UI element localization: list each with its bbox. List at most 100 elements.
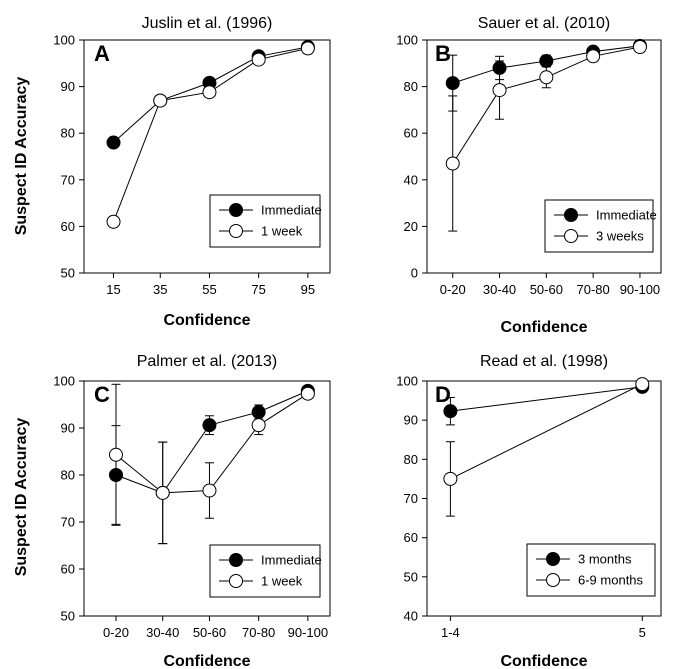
data-point [443,404,458,419]
data-point [443,471,458,486]
data-point [251,52,266,67]
panel-letter: D [435,382,451,407]
data-point [202,418,217,433]
data-point [635,377,650,392]
data-point [539,70,554,85]
x-tick-label: 55 [202,282,216,297]
chart-title: Palmer et al. (2013) [137,353,278,370]
panel-b: Sauer et al. (2010) B 0 20 40 60 80 100 0-20 30-4… [396,15,662,336]
panel-d: Read et al. (1998) D 40 50 60 70 80 90 100 1-4 5 Co… [396,353,662,669]
y-tick-label: 100 [53,33,75,48]
x-tick-label: 0-20 [103,625,129,640]
y-tick-label: 50 [61,266,75,281]
panel-letter: C [94,382,110,407]
y-tick-label: 80 [404,452,418,467]
series-line-2 [115,393,309,494]
y-tick-label: 80 [404,79,418,94]
y-tick-label: 60 [61,562,75,577]
legend-box [544,199,654,253]
x-tick-label: 15 [106,282,120,297]
y-tick-label: 100 [53,374,75,389]
y-tick-label: 80 [61,468,75,483]
legend-marker [564,229,578,243]
legend: Immediate 3 weeks [544,199,657,253]
x-tick-label: 70-80 [242,625,275,640]
x-tick-label: 5 [639,625,646,640]
data-point [492,83,507,98]
y-axis-label: Suspect ID Accuracy [13,418,30,577]
plot-frame [83,380,331,617]
legend-label: 1 week [261,574,303,589]
x-tick-label: 30-40 [146,625,179,640]
data-point [492,60,507,75]
y-tick-label: 60 [404,126,418,141]
data-point [108,468,123,482]
x-axis-label: Confidence [500,319,587,336]
plot-frame [426,39,662,274]
data-point [202,85,217,100]
x-tick-label: 95 [301,282,315,297]
legend: Immediate 1 week [209,544,322,598]
legend-label: 6-9 months [578,573,644,588]
y-tick-label: 80 [61,126,75,141]
panel-a: Juslin et al. (1996) A 50 60 70 80 90 100 15 35 55… [53,15,331,329]
y-tick-label: 70 [61,172,75,187]
data-point [106,214,121,229]
data-point [108,447,123,462]
y-tick-label: 20 [404,219,418,234]
legend-label: Immediate [261,553,322,568]
y-tick-label: 90 [404,413,418,428]
y-tick-label: 40 [404,172,418,187]
x-tick-label: 90-100 [288,625,328,640]
legend-label: Immediate [596,208,657,223]
y-tick-label: 100 [396,374,418,389]
y-tick-label: 0 [411,266,418,281]
x-tick-label: 50-60 [530,282,563,297]
legend-marker [546,552,560,566]
legend-marker [229,553,243,567]
legend-box [209,544,321,598]
y-tick-label: 60 [404,530,418,545]
x-tick-label: 90-100 [620,282,660,297]
data-point [202,483,217,498]
data-point [106,135,121,150]
legend: Immediate 1 week [209,194,322,248]
y-tick-label: 100 [396,33,418,48]
y-tick-label: 50 [61,609,75,624]
legend-label: 3 months [578,552,632,567]
legend-label: Immediate [261,203,322,218]
x-axis-label: Confidence [163,312,250,329]
legend-marker [564,208,578,222]
chart-title: Juslin et al. (1996) [142,15,273,32]
y-tick-label: 90 [61,79,75,94]
y-tick-label: 50 [404,569,418,584]
y-tick-label: 70 [61,515,75,530]
x-tick-label: 70-80 [577,282,610,297]
panel-letter: B [435,41,451,66]
x-tick-label: 30-40 [483,282,516,297]
legend-marker [229,203,243,217]
panel-letter: A [94,41,110,66]
y-axis-label: Suspect ID Accuracy [13,77,30,236]
legend-label: 3 weeks [596,229,644,244]
chart-title: Read et al. (1998) [480,353,608,370]
x-tick-label: 75 [251,282,265,297]
data-point [539,53,554,68]
chart-title: Sauer et al. (2010) [478,15,611,32]
series-line-1 [115,390,309,494]
series-line-1 [450,386,643,412]
data-point [445,156,460,171]
y-tick-label: 90 [61,421,75,436]
y-tick-label: 70 [404,491,418,506]
data-point [586,49,601,64]
data-point [251,418,266,433]
x-axis-label: Confidence [163,653,250,669]
legend-box [526,543,656,597]
x-tick-label: 50-60 [193,625,226,640]
legend: 3 months 6-9 months [526,543,656,597]
legend-marker [229,224,243,238]
y-tick-label: 60 [61,219,75,234]
data-point [445,76,460,91]
legend-marker [229,574,243,588]
